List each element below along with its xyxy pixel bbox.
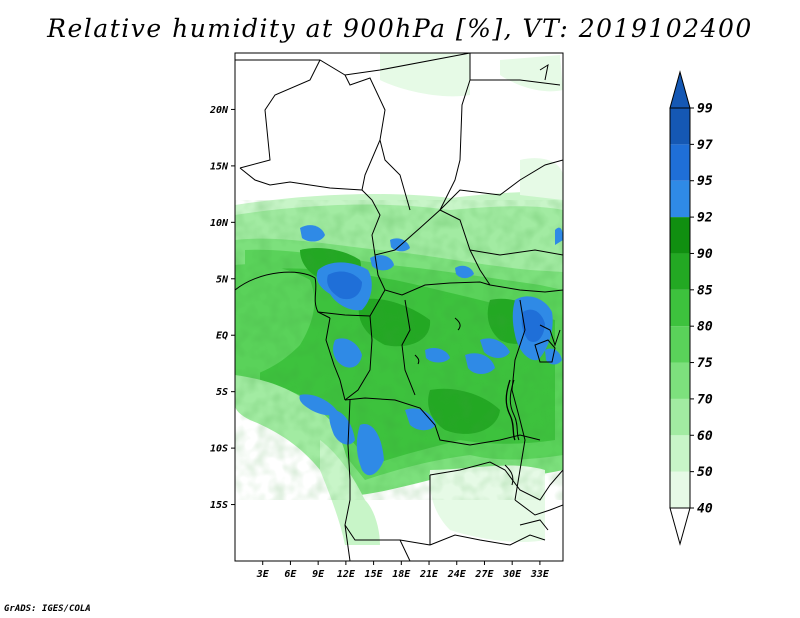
map-frame xyxy=(234,52,564,562)
lat-tick-label: 5S xyxy=(216,387,228,398)
lat-tick-label: 15S xyxy=(210,500,228,511)
lat-tick-label: 10N xyxy=(210,218,229,229)
lon-tick-label: 27E xyxy=(474,569,494,580)
colorbar-level-label: 95 xyxy=(697,174,713,189)
lat-tick-label: 15N xyxy=(210,161,229,172)
lon-tick-label: 12E xyxy=(337,569,356,580)
colorbar-segment xyxy=(670,108,690,145)
colorbar: 40 50 60 70 75 80 85 90 92 95 97 99 xyxy=(669,70,713,546)
colorbar-frame xyxy=(669,107,691,509)
map-title: Relative humidity at 900hPa [%], VT: 201… xyxy=(47,14,753,43)
latitude-axis: 20N 15N 10N 5N EQ 5S 10S 15S xyxy=(209,105,235,511)
lon-tick-label: 6E xyxy=(284,569,297,580)
lat-tick-label: 20N xyxy=(209,105,229,116)
colorbar-level-label: 90 xyxy=(697,247,713,262)
lon-tick-label: 3E xyxy=(256,569,270,580)
colorbar-level-label: 50 xyxy=(697,465,713,480)
lon-tick-label: 9E xyxy=(312,569,325,580)
colorbar-level-label: 60 xyxy=(697,429,713,444)
colorbar-level-label: 92 xyxy=(697,211,713,226)
humidity-field xyxy=(235,53,563,561)
colorbar-level-label: 40 xyxy=(697,502,713,517)
longitude-axis: 3E 6E 9E 12E 15E 18E 21E 24E 27E 30E 33E xyxy=(256,561,550,580)
colorbar-segment xyxy=(670,362,690,399)
colorbar-segment xyxy=(670,435,690,472)
lat-tick-label: 10S xyxy=(210,444,228,455)
lon-tick-label: 24E xyxy=(447,569,467,580)
lon-tick-label: 15E xyxy=(365,569,384,580)
lon-tick-label: 18E xyxy=(392,569,411,580)
colorbar-segment xyxy=(670,217,690,254)
colorbar-segment xyxy=(670,180,690,218)
colorbar-segment xyxy=(670,253,690,290)
colorbar-level-label: 99 xyxy=(697,102,713,117)
colorbar-level-label: 70 xyxy=(697,392,713,407)
grads-credit: GrADS: IGES/COLA xyxy=(4,604,91,614)
colorbar-segment xyxy=(670,289,690,327)
colorbar-segment xyxy=(670,326,690,363)
colorbar-level-label: 97 xyxy=(697,138,713,153)
lon-tick-label: 30E xyxy=(502,569,522,580)
lat-tick-label: EQ xyxy=(216,331,228,342)
colorbar-segment xyxy=(670,471,690,508)
colorbar-segment xyxy=(670,398,690,436)
colorbar-level-label: 80 xyxy=(697,320,713,335)
colorbar-max-arrow xyxy=(669,70,691,109)
colorbar-level-label: 75 xyxy=(697,356,713,371)
lat-tick-label: 5N xyxy=(216,274,229,285)
colorbar-segment xyxy=(670,144,690,181)
country-borders xyxy=(235,53,563,561)
colorbar-level-label: 85 xyxy=(697,283,713,298)
lon-tick-label: 33E xyxy=(530,569,550,580)
colorbar-min-arrow xyxy=(669,507,691,546)
lon-tick-label: 21E xyxy=(419,569,439,580)
